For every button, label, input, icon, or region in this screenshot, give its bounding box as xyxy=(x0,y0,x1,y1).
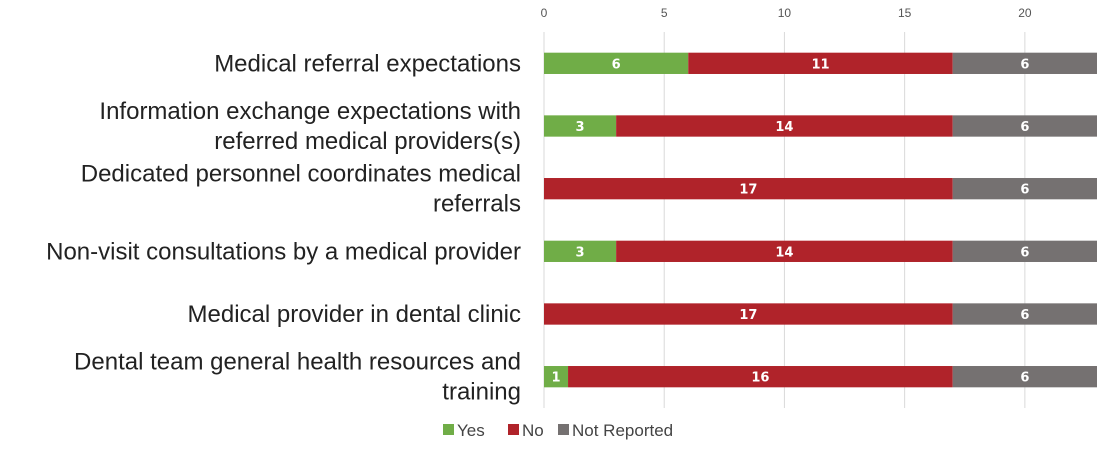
bar-segment-yes xyxy=(544,366,569,388)
x-tick-label: 0 xyxy=(541,6,548,20)
data-label-not-reported: 6 xyxy=(1020,245,1029,260)
legend-swatch-no xyxy=(508,424,519,435)
data-label-not-reported: 6 xyxy=(1020,183,1029,198)
category-label-line: Information exchange expectations with xyxy=(99,98,521,125)
x-axis-ticks: 0 5 10 15 20 xyxy=(541,6,1032,20)
category-label: Medical referral expectations xyxy=(214,50,521,77)
category-label-line: training xyxy=(442,379,521,406)
data-label-yes: 6 xyxy=(612,57,621,72)
bar-segment-yes xyxy=(544,240,617,262)
bar-segment-no xyxy=(544,303,953,325)
category-label-line: referred medical providers(s) xyxy=(214,128,521,155)
category-label: Non-visit consultations by a medical pro… xyxy=(46,238,521,265)
bar-segment-no xyxy=(568,366,953,388)
legend-label-yes: Yes xyxy=(457,421,485,440)
x-tick-label: 5 xyxy=(661,6,668,20)
category-label-line: Dedicated personnel coordinates medical xyxy=(81,161,521,188)
category-label-line: Medical referral expectations xyxy=(214,50,521,77)
x-tick-label: 20 xyxy=(1018,6,1032,20)
data-label-no: 17 xyxy=(739,183,757,198)
bar-segment-yes xyxy=(544,52,689,74)
bar-segment-no xyxy=(616,240,953,262)
legend-swatch-not-reported xyxy=(558,424,569,435)
data-label-yes: 3 xyxy=(576,245,585,260)
category-label: Information exchange expectations with re… xyxy=(99,98,521,155)
bars: 6 11 63 14 617 63 14 617 61 16 6 xyxy=(544,52,1097,388)
data-label-not-reported: 6 xyxy=(1020,120,1029,135)
x-tick-label: 10 xyxy=(778,6,792,20)
legend-label-no: No xyxy=(522,421,544,440)
data-label-no: 16 xyxy=(751,371,769,386)
data-label-no: 11 xyxy=(811,57,829,72)
bar-segment-not-reported xyxy=(952,52,1097,74)
bar-segment-no xyxy=(688,52,953,74)
category-label-line: Non-visit consultations by a medical pro… xyxy=(46,238,521,265)
bar-segment-not-reported xyxy=(952,115,1097,137)
category-label: Dental team general health resources and… xyxy=(74,349,521,406)
data-label-yes: 1 xyxy=(551,371,560,386)
x-tick-label: 15 xyxy=(898,6,912,20)
data-label-no: 14 xyxy=(775,245,793,260)
category-label: Dedicated personnel coordinates medical r… xyxy=(81,161,521,218)
category-label-line: Dental team general health resources and xyxy=(74,349,521,376)
bar-segment-no xyxy=(616,115,953,137)
legend: Yes No Not Reported xyxy=(443,421,673,440)
category-label-line: referrals xyxy=(433,191,521,218)
bar-segment-not-reported xyxy=(952,366,1097,388)
data-label-not-reported: 6 xyxy=(1020,371,1029,386)
data-label-no: 14 xyxy=(775,120,793,135)
category-label-line: Medical provider in dental clinic xyxy=(188,301,522,328)
bar-segment-not-reported xyxy=(952,178,1097,200)
data-label-not-reported: 6 xyxy=(1020,57,1029,72)
bar-segment-no xyxy=(544,178,953,200)
gridlines xyxy=(543,32,1026,408)
category-label: Medical provider in dental clinic xyxy=(188,301,522,328)
data-label-no: 17 xyxy=(739,308,757,323)
category-labels: Medical referral expectations Information… xyxy=(46,50,521,405)
data-label-yes: 3 xyxy=(576,120,585,135)
data-label-not-reported: 6 xyxy=(1020,308,1029,323)
bar-segment-not-reported xyxy=(952,240,1097,262)
bar-segment-yes xyxy=(544,115,617,137)
legend-swatch-yes xyxy=(443,424,454,435)
legend-label-not-reported: Not Reported xyxy=(572,421,673,440)
bar-segment-not-reported xyxy=(952,303,1097,325)
